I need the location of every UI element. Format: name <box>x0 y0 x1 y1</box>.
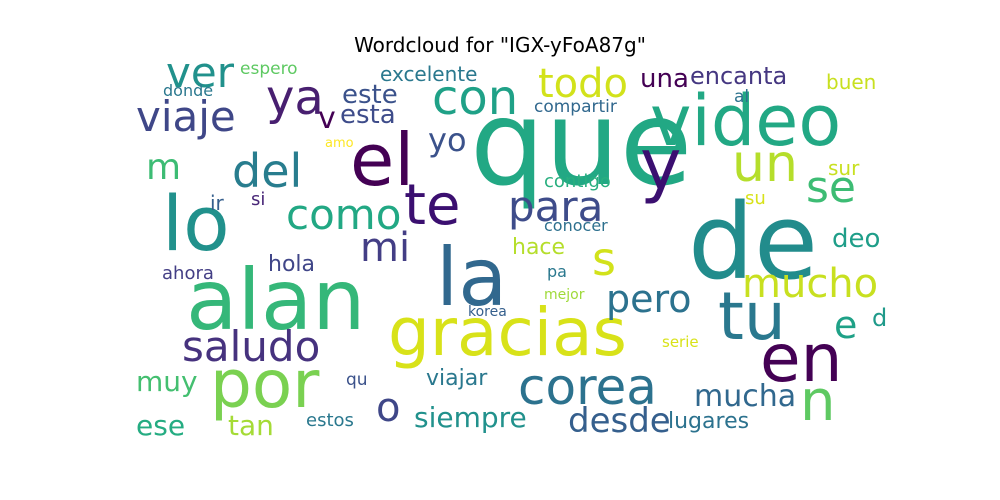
word-amo: amo <box>325 136 354 151</box>
word-korea: korea <box>468 304 507 320</box>
word-lugares: lugares <box>668 409 750 434</box>
word-conocer: conocer <box>544 216 608 235</box>
word-en: en <box>760 320 843 397</box>
word-mi: mi <box>360 225 411 271</box>
word-te: te <box>404 173 461 238</box>
word-esta: esta <box>340 100 396 130</box>
word-para: para <box>508 182 604 231</box>
word-ir: ir <box>210 191 224 215</box>
word-saludo: saludo <box>182 322 321 371</box>
word-corea: corea <box>518 358 657 416</box>
word-ahora: ahora <box>162 263 214 284</box>
word-todo: todo <box>538 61 629 107</box>
word-qu: qu <box>346 370 368 390</box>
word-donde: donde <box>163 81 214 100</box>
word-viaje: viaje <box>136 92 236 141</box>
word-mucho: mucho <box>742 261 879 307</box>
word-excelente: excelente <box>380 62 478 86</box>
word-encanta: encanta <box>690 62 788 90</box>
word-el: el <box>350 118 415 202</box>
word-una: una <box>640 64 689 94</box>
word-compartir: compartir <box>534 97 617 117</box>
word-como: como <box>286 190 402 239</box>
word-e: e <box>834 303 858 347</box>
word-hola: hola <box>268 252 315 277</box>
word-n: n <box>800 369 836 434</box>
word-se: se <box>806 162 856 213</box>
word-la: la <box>436 231 508 324</box>
word-tan: tan <box>228 409 274 442</box>
word-serie: serie <box>662 333 699 351</box>
word-con: con <box>432 70 519 126</box>
word-un: un <box>732 134 798 194</box>
word-gracias: gracias <box>388 294 627 371</box>
chart-title: Wordcloud for "IGX-yFoA87g" <box>354 33 646 57</box>
word-desde: desde <box>568 401 671 441</box>
word-al: al <box>734 87 750 107</box>
word-siempre: siempre <box>414 401 527 434</box>
word-su: su <box>745 188 766 209</box>
word-m: m <box>146 147 182 188</box>
word-yo: yo <box>428 121 467 159</box>
word-mucha: mucha <box>694 379 797 414</box>
word-o: o <box>376 385 401 431</box>
word-pa: pa <box>547 262 567 281</box>
word-hace: hace <box>512 235 566 260</box>
word-sur: sur <box>828 156 860 180</box>
word-d: d <box>872 304 888 332</box>
word-ya: ya <box>266 70 324 126</box>
word-si: si <box>251 189 266 210</box>
word-este: este <box>342 80 398 110</box>
word-s: s <box>592 232 616 286</box>
word-estos: estos <box>306 410 354 431</box>
word-por: por <box>210 346 320 423</box>
word-viajar: viajar <box>426 366 488 391</box>
word-ese: ese <box>136 409 186 442</box>
word-pero: pero <box>606 277 692 321</box>
word-v: v <box>318 101 336 136</box>
word-y: y <box>640 124 682 206</box>
word-del: del <box>232 144 303 198</box>
word-video: video <box>650 80 842 162</box>
word-ver: ver <box>166 48 234 97</box>
word-mejor: mejor <box>544 287 585 303</box>
word-tu: tu <box>718 278 786 355</box>
word-lo: lo <box>162 179 230 268</box>
word-alan: alan <box>186 251 366 349</box>
word-deo: deo <box>832 224 881 254</box>
word-que: que <box>470 74 693 212</box>
word-muy: muy <box>136 365 198 398</box>
word-contigo: contigo <box>544 171 611 192</box>
word-espero: espero <box>240 59 298 79</box>
word-de: de <box>688 181 818 303</box>
word-buen: buen <box>826 70 877 94</box>
